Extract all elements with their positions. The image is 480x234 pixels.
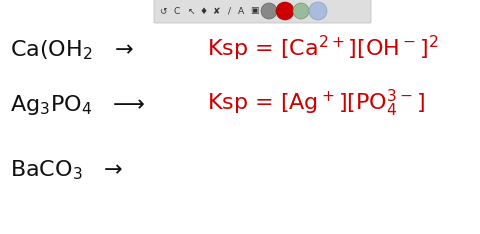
Circle shape — [293, 3, 309, 19]
FancyBboxPatch shape — [154, 0, 371, 23]
Text: ✘: ✘ — [213, 7, 221, 15]
Text: A: A — [238, 7, 244, 15]
Text: Ksp = [Ca$^{2+}$][OH$^-$]$^2$: Ksp = [Ca$^{2+}$][OH$^-$]$^2$ — [207, 34, 438, 63]
Text: ↖: ↖ — [187, 7, 195, 15]
Text: /: / — [228, 7, 230, 15]
Circle shape — [276, 2, 294, 20]
Text: ♦: ♦ — [200, 7, 208, 15]
Circle shape — [309, 2, 327, 20]
Text: ↺: ↺ — [159, 7, 167, 15]
Text: Ag$_3$PO$_4$   ⟶: Ag$_3$PO$_4$ ⟶ — [10, 93, 146, 117]
Text: Ca(OH$_2$   →: Ca(OH$_2$ → — [10, 38, 133, 62]
Text: Ksp = [Ag$^+$][PO$_4^{3-}$]: Ksp = [Ag$^+$][PO$_4^{3-}$] — [207, 88, 425, 119]
Text: C: C — [174, 7, 180, 15]
Text: BaCO$_3$   →: BaCO$_3$ → — [10, 158, 123, 182]
Text: ▣: ▣ — [250, 7, 258, 15]
Circle shape — [261, 3, 277, 19]
